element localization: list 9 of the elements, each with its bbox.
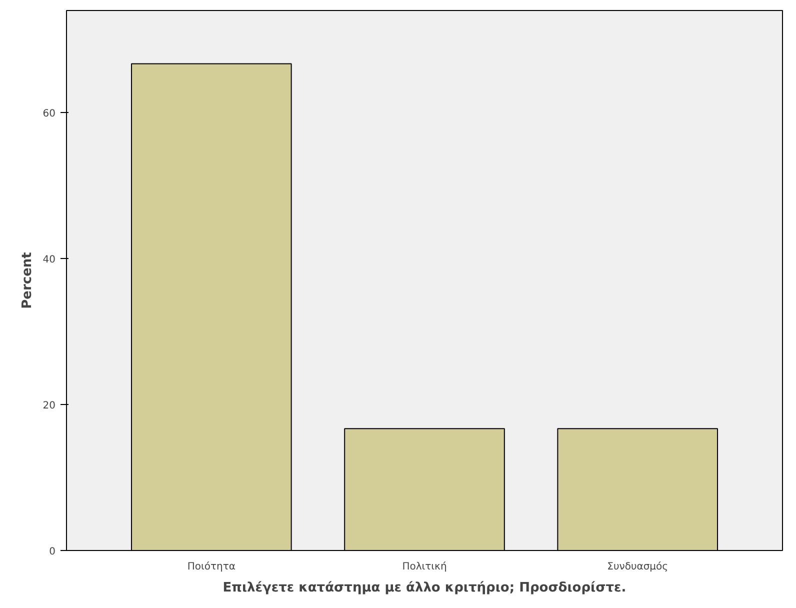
x-axis-title: Επιλέγετε κατάστημα με άλλο κριτήριο; Προσδιορίστε. <box>222 580 626 596</box>
y-tick-label: 0 <box>49 546 56 558</box>
x-tick-label: Ποιότητα <box>187 562 236 572</box>
y-tick-label: 60 <box>42 108 56 120</box>
y-axis-title: Percent <box>20 252 35 309</box>
x-tick-label: Πολιτική <box>402 562 447 572</box>
y-tick-label: 20 <box>42 400 56 412</box>
x-tick-label: Συνδυασμός <box>607 562 668 572</box>
y-tick-label: 40 <box>42 254 56 266</box>
